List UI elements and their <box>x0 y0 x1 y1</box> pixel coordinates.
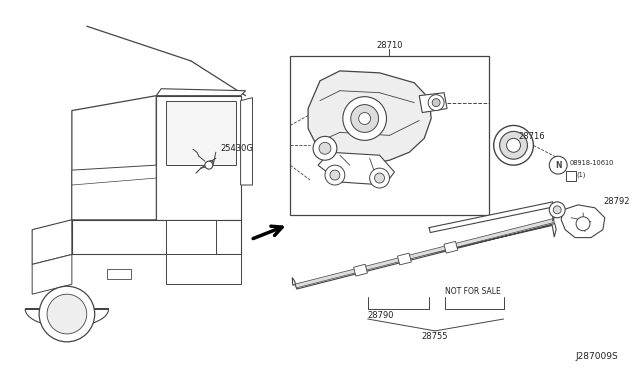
Circle shape <box>47 294 87 334</box>
Polygon shape <box>308 71 431 165</box>
Polygon shape <box>25 309 109 327</box>
Circle shape <box>500 131 527 159</box>
Polygon shape <box>561 205 605 238</box>
Circle shape <box>39 286 95 342</box>
Text: 28716: 28716 <box>518 132 545 141</box>
Circle shape <box>330 170 340 180</box>
Text: 28792: 28792 <box>604 198 630 206</box>
Circle shape <box>313 137 337 160</box>
Polygon shape <box>107 269 131 279</box>
Circle shape <box>432 99 440 107</box>
Polygon shape <box>292 224 556 289</box>
Polygon shape <box>354 264 367 276</box>
Circle shape <box>493 125 533 165</box>
Polygon shape <box>397 253 412 265</box>
Circle shape <box>374 173 385 183</box>
Circle shape <box>319 142 331 154</box>
Text: 28710: 28710 <box>376 41 403 49</box>
Text: J287009S: J287009S <box>575 352 618 361</box>
Circle shape <box>428 95 444 110</box>
Circle shape <box>343 97 387 140</box>
Circle shape <box>358 113 371 125</box>
Polygon shape <box>296 218 554 288</box>
Polygon shape <box>72 96 156 235</box>
Polygon shape <box>166 220 216 254</box>
Polygon shape <box>566 171 576 181</box>
Text: 28755: 28755 <box>422 332 449 341</box>
Text: 08918-10610: 08918-10610 <box>570 160 614 166</box>
Circle shape <box>576 217 590 231</box>
Circle shape <box>553 206 561 214</box>
Polygon shape <box>166 101 236 165</box>
Text: N: N <box>555 161 561 170</box>
Circle shape <box>209 161 213 166</box>
Polygon shape <box>429 202 556 232</box>
Circle shape <box>549 156 567 174</box>
Polygon shape <box>290 56 489 215</box>
Circle shape <box>549 202 565 218</box>
Text: 25430G: 25430G <box>221 144 253 153</box>
Polygon shape <box>241 98 253 185</box>
Polygon shape <box>444 241 458 253</box>
Polygon shape <box>72 165 156 220</box>
Polygon shape <box>166 254 241 284</box>
Polygon shape <box>72 220 241 254</box>
Polygon shape <box>419 93 447 113</box>
Polygon shape <box>156 89 246 96</box>
Polygon shape <box>32 220 72 264</box>
Text: 28790: 28790 <box>367 311 394 320</box>
Circle shape <box>325 165 345 185</box>
Polygon shape <box>318 152 394 185</box>
Circle shape <box>205 161 213 169</box>
Circle shape <box>351 105 378 132</box>
Text: NOT FOR SALE: NOT FOR SALE <box>445 287 501 296</box>
Polygon shape <box>156 96 241 220</box>
Polygon shape <box>32 254 72 294</box>
Text: (1): (1) <box>576 172 586 178</box>
Circle shape <box>507 138 520 152</box>
Circle shape <box>370 168 390 188</box>
